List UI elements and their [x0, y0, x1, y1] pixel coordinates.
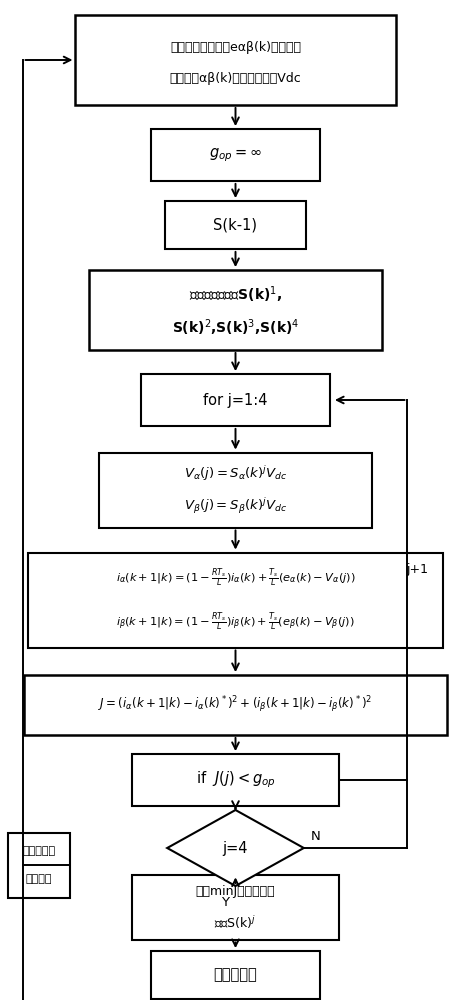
Text: 函数S(k)$^j$: 函数S(k)$^j$	[214, 915, 257, 931]
Text: S(k-1): S(k-1)	[213, 218, 258, 232]
Text: 等待下一个: 等待下一个	[23, 846, 56, 856]
Text: j+1: j+1	[407, 564, 429, 576]
Bar	[151, 129, 320, 181]
Text: for j=1:4: for j=1:4	[203, 392, 268, 408]
Text: $g_{op}=\infty$: $g_{op}=\infty$	[209, 146, 262, 164]
Text: j=4: j=4	[223, 840, 248, 856]
Text: S(k)$^2$,S(k)$^3$,S(k)$^4$: S(k)$^2$,S(k)$^3$,S(k)$^4$	[172, 318, 299, 338]
Text: Y: Y	[221, 896, 229, 909]
Text: 采样交流网侧电压eαβ(k)，采样交: 采样交流网侧电压eαβ(k)，采样交	[170, 41, 301, 54]
Text: $i_{\beta}(k+1|k)=(1-\frac{RT_s}{L})i_{\beta}(k)+\frac{T_s}{L}(e_{\beta}(k)-V_{\: $i_{\beta}(k+1|k)=(1-\frac{RT_s}{L})i_{\…	[116, 611, 355, 633]
Text: 输出minJ对应的开关: 输出minJ对应的开关	[195, 884, 276, 898]
Bar	[165, 201, 306, 249]
Text: 选择对应期望的S(k)$^1$,: 选择对应期望的S(k)$^1$,	[189, 285, 282, 305]
Text: $J=(i_{\alpha}(k+1|k)-i_{\alpha}(k)^*)^2+(i_{\beta}(k+1|k)-i_{\beta}(k)^*)^2$: $J=(i_{\alpha}(k+1|k)-i_{\alpha}(k)^*)^2…	[98, 695, 373, 715]
Text: N: N	[311, 830, 320, 842]
Text: 采样周期: 采样周期	[26, 874, 52, 884]
Text: 作用开关管: 作用开关管	[214, 968, 257, 982]
Bar	[8, 832, 70, 898]
Text: $V_{\beta}(j)=S_{\beta}(k)^j V_{dc}$: $V_{\beta}(j)=S_{\beta}(k)^j V_{dc}$	[184, 496, 287, 516]
Text: if  $J(j)<g_{op}$: if $J(j)<g_{op}$	[195, 770, 276, 790]
Bar	[99, 452, 372, 527]
Text: $i_{\alpha}(k+1|k)=(1-\frac{RT_s}{L})i_{\alpha}(k)+\frac{T_s}{L}(e_{\alpha}(k)-V: $i_{\alpha}(k+1|k)=(1-\frac{RT_s}{L})i_{…	[116, 567, 355, 589]
Bar	[75, 15, 396, 105]
Bar	[89, 270, 382, 350]
Bar	[132, 754, 339, 806]
Text: 流侧电流αβ(k)和直流侧电压Vdc: 流侧电流αβ(k)和直流侧电压Vdc	[170, 72, 301, 85]
Bar	[132, 874, 339, 940]
Polygon shape	[167, 810, 304, 886]
Bar	[24, 675, 447, 735]
Bar	[151, 951, 320, 999]
Bar	[141, 374, 330, 426]
Bar	[28, 552, 443, 648]
Text: $V_{\alpha}(j)=S_{\alpha}(k)^j V_{dc}$: $V_{\alpha}(j)=S_{\alpha}(k)^j V_{dc}$	[184, 465, 287, 483]
